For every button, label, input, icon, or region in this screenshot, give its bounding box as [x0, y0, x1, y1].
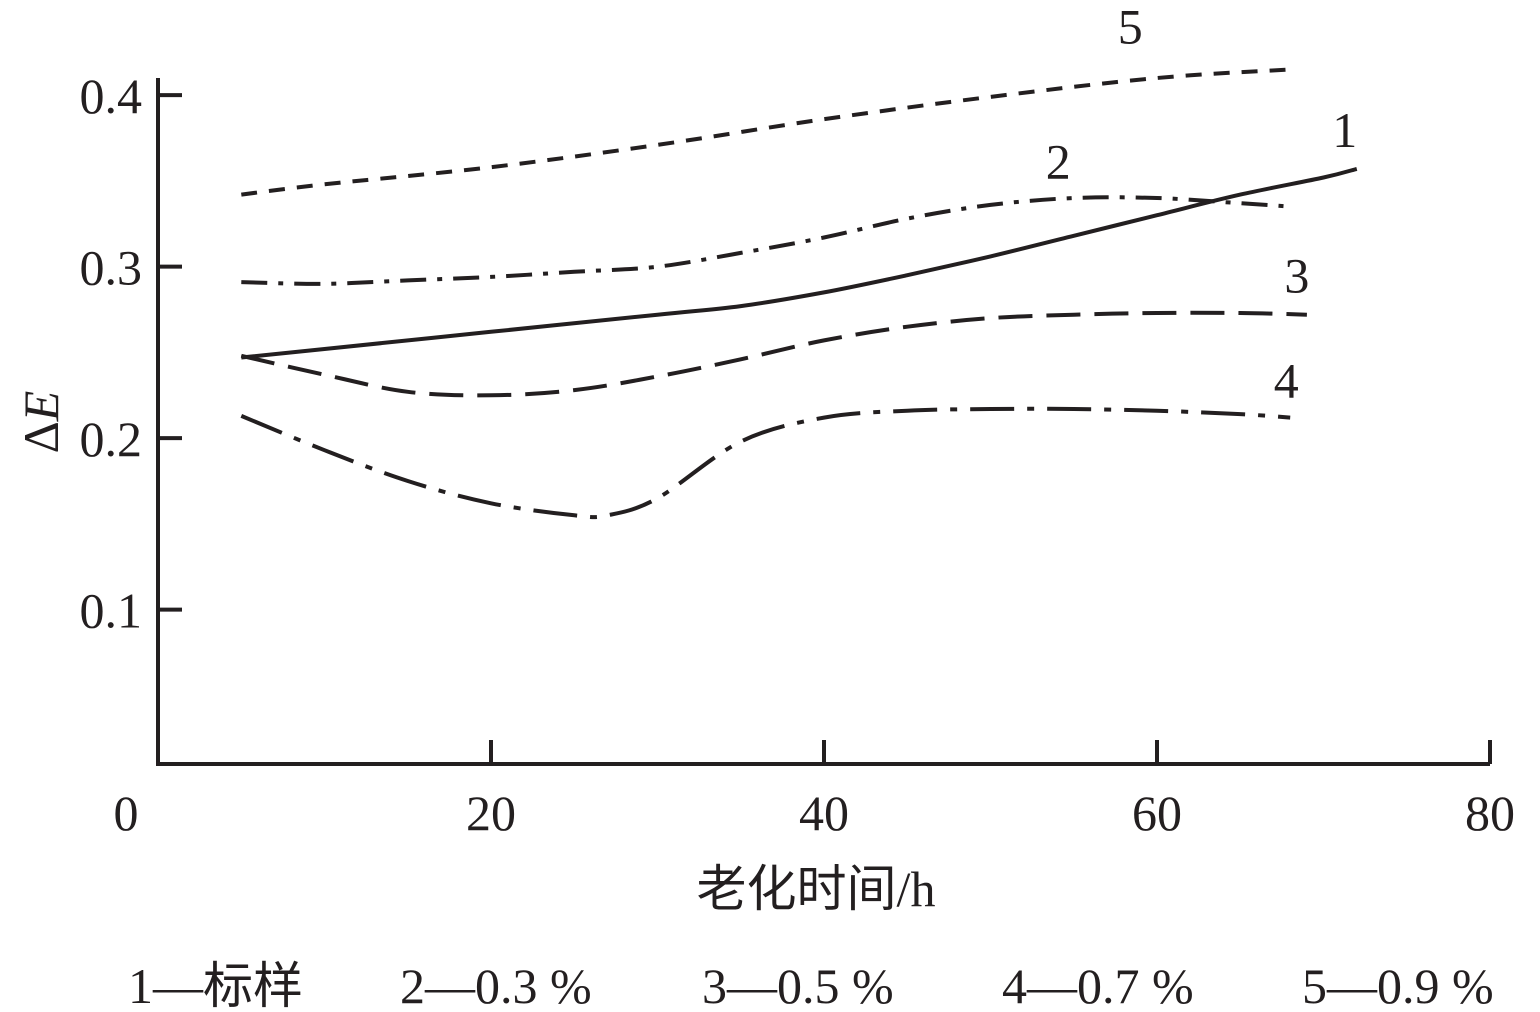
- y-tick-label: 0.1: [80, 583, 143, 639]
- y-tick-label: 0.3: [80, 240, 143, 296]
- curve-label-4: 4: [1274, 353, 1299, 409]
- x-tick-label: 40: [799, 785, 849, 841]
- y-tick-label: 0.4: [80, 68, 143, 124]
- curve-labels: 1 2 3 4 5: [1046, 0, 1358, 409]
- curve-label-3: 3: [1284, 248, 1309, 304]
- y-tick-label: 0.2: [80, 411, 143, 467]
- plot-lines: [240, 67, 1358, 520]
- legend-item-1: 1—标样: [128, 958, 303, 1012]
- x-tick-label: 20: [466, 785, 516, 841]
- curve-label-2: 2: [1046, 134, 1071, 190]
- x-ticks: 0 20 40 60 80: [114, 740, 1515, 841]
- series-line-3: [240, 310, 1307, 398]
- y-axis-title: ΔE: [13, 391, 69, 454]
- legend-item-4: 4—0.7 %: [1002, 958, 1194, 1012]
- y-axis-title-var: E: [13, 391, 69, 423]
- x-tick-label: 0: [114, 785, 139, 841]
- curve-label-5: 5: [1118, 0, 1143, 54]
- curve-label-1: 1: [1332, 102, 1357, 158]
- legend-item-5: 5—0.9 %: [1302, 958, 1494, 1012]
- series-line-5: [241, 67, 1291, 197]
- x-tick-label: 60: [1132, 785, 1182, 841]
- y-ticks: 0.1 0.2 0.3 0.4: [80, 68, 182, 639]
- y-axis-title-delta: Δ: [13, 421, 69, 453]
- series-line-1: [241, 166, 1358, 360]
- legend-item-2: 2—0.3 %: [400, 958, 592, 1012]
- series-line-2: [241, 195, 1291, 286]
- legend-item-3: 3—0.5 %: [702, 958, 894, 1012]
- legend: 1—标样 2—0.3 % 3—0.5 % 4—0.7 % 5—0.9 %: [128, 958, 1494, 1012]
- series-line-4: [240, 406, 1291, 520]
- x-axis-title: 老化时间/h: [697, 861, 936, 917]
- x-tick-label: 80: [1465, 785, 1515, 841]
